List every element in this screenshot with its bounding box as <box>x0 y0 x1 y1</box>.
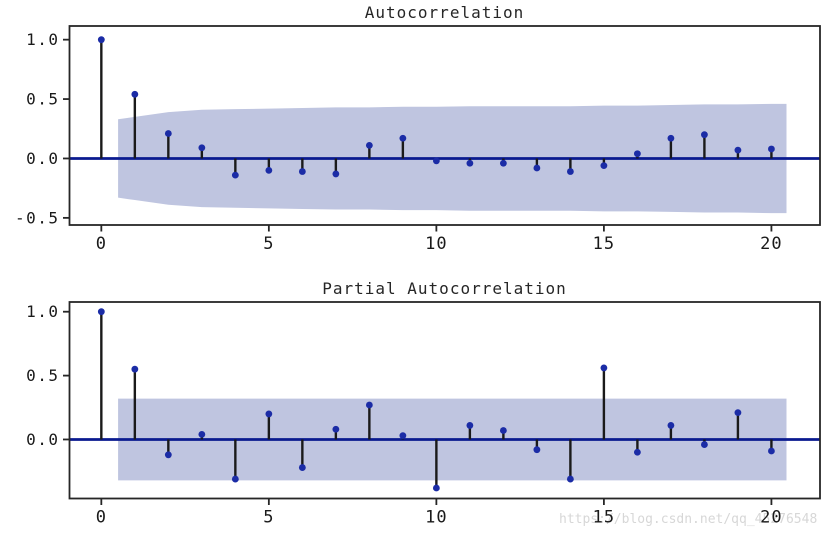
stem-marker <box>701 441 708 448</box>
stem-marker <box>432 157 440 165</box>
y-tick-label: -0.5 <box>15 208 60 227</box>
stem-marker <box>600 162 608 169</box>
y-tick-label: 0.5 <box>26 90 59 109</box>
stem-marker <box>667 134 675 142</box>
stem-marker <box>768 447 775 455</box>
stem-marker <box>466 422 474 429</box>
stem-marker <box>466 159 474 167</box>
pacf-title: Partial Autocorrelation <box>322 279 567 298</box>
stem-marker <box>298 464 306 471</box>
stem-marker <box>399 134 407 142</box>
stem-marker <box>164 451 172 459</box>
stem-marker <box>131 90 139 98</box>
stem-marker <box>97 308 105 316</box>
stem-marker <box>298 168 306 175</box>
stem-marker <box>600 364 608 372</box>
x-tick-label: 5 <box>263 508 274 528</box>
stem-marker <box>533 446 541 454</box>
stem-marker <box>566 168 574 175</box>
stem-marker <box>198 430 206 438</box>
stem-marker <box>768 145 775 153</box>
y-tick-label: 0.5 <box>26 366 59 385</box>
stem-marker <box>231 475 239 483</box>
stem-marker <box>265 410 273 418</box>
stem-marker <box>499 427 507 434</box>
y-tick-label: 0.0 <box>26 149 59 168</box>
stem-marker <box>231 171 239 179</box>
y-tick-label: 1.0 <box>26 30 59 49</box>
stem-marker <box>198 144 206 152</box>
stem-marker <box>365 142 373 149</box>
stem-marker <box>634 150 641 158</box>
stem-marker <box>399 432 407 440</box>
stem-marker <box>332 425 340 433</box>
x-tick-label: 10 <box>425 508 447 528</box>
acf-title: Autocorrelation <box>364 3 525 22</box>
x-tick-label: 5 <box>263 234 274 254</box>
stem-marker <box>734 146 742 154</box>
stem-marker <box>265 166 273 174</box>
x-tick-label: 0 <box>96 234 107 254</box>
stem-marker <box>432 484 440 492</box>
axes-spine <box>68 25 821 226</box>
stem-marker <box>164 130 172 137</box>
stem-marker <box>634 448 641 456</box>
stem-marker <box>131 365 139 373</box>
watermark: https://blog.csdn.net/qq_45276548 <box>559 512 818 527</box>
stem-marker <box>734 409 742 417</box>
stem-marker <box>533 164 541 172</box>
stem-marker <box>667 422 675 429</box>
y-tick-label: 1.0 <box>26 302 59 321</box>
stem-marker <box>499 159 507 167</box>
x-tick-label: 20 <box>760 234 782 254</box>
stem-marker <box>332 170 340 178</box>
x-tick-label: 15 <box>593 508 615 528</box>
axes-spine <box>68 301 821 500</box>
x-tick-label: 10 <box>425 234 447 254</box>
x-tick-label: 15 <box>593 234 615 254</box>
x-tick-label: 20 <box>760 508 782 528</box>
y-tick-label: 0.0 <box>26 430 59 449</box>
stem-marker <box>701 131 708 139</box>
stem-marker <box>97 36 105 44</box>
stem-marker <box>365 401 373 409</box>
stem-marker <box>566 475 574 483</box>
x-tick-label: 0 <box>96 508 107 528</box>
